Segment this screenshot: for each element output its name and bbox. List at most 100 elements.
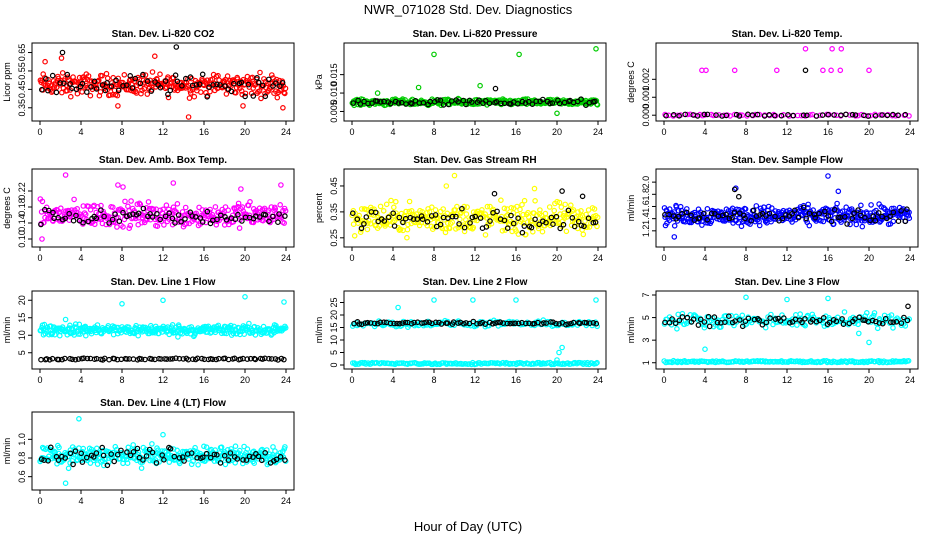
data-point [183, 220, 190, 227]
data-point [449, 219, 456, 226]
series-main [662, 45, 912, 119]
data-point [831, 207, 838, 213]
data-point [872, 217, 879, 224]
data-point [456, 221, 462, 227]
y-tick-label: 0.14 [17, 214, 27, 232]
data-point [855, 321, 861, 328]
data-point [525, 214, 532, 220]
data-point [174, 78, 181, 85]
data-point [188, 450, 195, 456]
data-point [108, 451, 115, 457]
data-point [157, 71, 163, 78]
data-point [45, 215, 52, 221]
data-point [176, 455, 183, 461]
x-tick-label: 16 [199, 127, 209, 137]
data-point [229, 212, 236, 219]
data-point [138, 465, 145, 471]
data-point [470, 224, 477, 231]
data-point [166, 210, 173, 217]
data-point [464, 204, 470, 210]
data-point [404, 226, 411, 233]
data-point [173, 44, 180, 50]
data-point [160, 297, 166, 304]
data-point [182, 204, 189, 211]
data-point [126, 225, 133, 232]
data-point [272, 80, 279, 86]
data-point [568, 320, 574, 327]
data-point [539, 228, 546, 235]
data-point [56, 444, 62, 451]
data-point [394, 320, 400, 327]
data-point [374, 90, 381, 96]
data-point [663, 112, 669, 119]
data-point [662, 111, 668, 118]
data-point [898, 208, 904, 214]
data-point [161, 222, 167, 228]
data-point [578, 96, 584, 103]
x-tick-label: 20 [864, 375, 874, 385]
x-tick-label: 16 [199, 496, 209, 506]
data-point [750, 207, 757, 214]
x-tick-label: 12 [158, 127, 168, 137]
y-axis-label: ml/min [2, 438, 12, 465]
data-point [104, 80, 110, 86]
data-point [62, 355, 68, 362]
data-point [470, 297, 476, 303]
data-point [115, 103, 121, 109]
data-point [562, 321, 569, 328]
data-point [125, 444, 132, 451]
data-point [701, 319, 708, 325]
series-main [349, 297, 601, 363]
x-tick-label: 0 [661, 375, 666, 385]
data-point [149, 69, 156, 75]
data-point [738, 223, 745, 230]
data-point [127, 222, 134, 229]
data-point [168, 79, 175, 86]
data-point [377, 319, 384, 326]
x-tick-label: 4 [78, 127, 83, 137]
data-point [736, 210, 743, 217]
data-point [59, 70, 66, 76]
data-point [722, 312, 729, 319]
data-point [73, 212, 79, 219]
x-tick-label: 4 [702, 375, 707, 385]
data-point [42, 58, 48, 65]
data-point [411, 319, 417, 326]
data-point [132, 75, 139, 82]
data-point [199, 355, 205, 362]
data-point [223, 217, 230, 223]
x-tick-label: 4 [78, 375, 83, 385]
data-point [194, 454, 200, 461]
data-point [866, 339, 872, 346]
x-tick-label: 8 [119, 375, 124, 385]
figure-xlabel: Hour of Day (UTC) [414, 519, 522, 534]
x-tick-label: 20 [864, 127, 874, 137]
data-point [759, 321, 766, 328]
data-point [460, 97, 467, 104]
data-point [772, 208, 779, 214]
data-point [112, 211, 118, 218]
data-point [731, 67, 738, 74]
data-point [517, 206, 523, 213]
data-point [432, 319, 439, 326]
y-axis-label: ml/min [2, 317, 12, 344]
data-point [579, 193, 586, 200]
data-point [722, 319, 728, 326]
data-point [206, 84, 213, 91]
data-point [749, 112, 756, 118]
data-point [238, 88, 245, 94]
data-point [193, 82, 200, 88]
data-point [459, 361, 466, 367]
data-point [771, 112, 778, 119]
data-point [739, 323, 746, 330]
data-point [195, 461, 201, 468]
data-point [93, 450, 100, 456]
data-point [895, 112, 901, 119]
panel-2: Stan. Dev. Li-820 Temp. degrees C 0 4 8 12 16 2… [626, 29, 919, 137]
data-point [262, 449, 269, 456]
data-point [791, 207, 798, 214]
data-point [160, 206, 167, 213]
data-point [843, 204, 850, 211]
series-reference [662, 186, 910, 227]
data-point [870, 312, 877, 319]
